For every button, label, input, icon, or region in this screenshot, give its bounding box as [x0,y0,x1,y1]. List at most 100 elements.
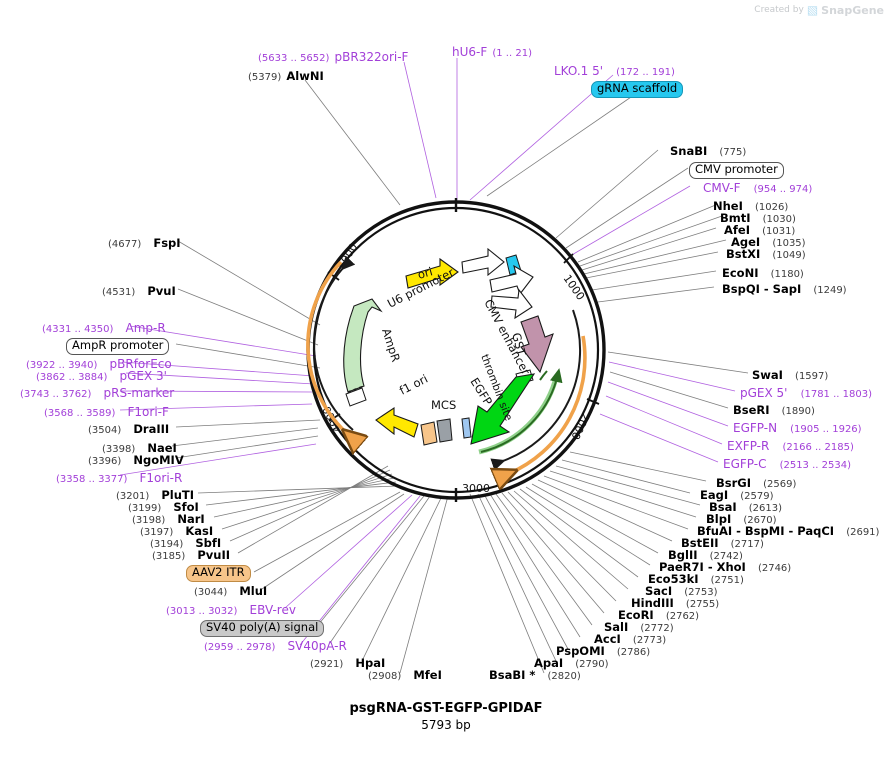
label-bsteii[interactable]: BstEII (2717) [681,534,764,550]
label-name: SnaBI [670,144,708,158]
label-bsai[interactable]: BsaI (2613) [709,498,782,514]
label-pos: (1049) [772,250,806,261]
label-snabi[interactable]: SnaBI (775) [670,142,746,158]
label-amp-r[interactable]: (4331 .. 4350) Amp-R [42,319,166,335]
label-f1ori-f[interactable]: (3568 .. 3589) F1ori-F [44,403,169,419]
label-mlui[interactable]: (3044) MluI [194,582,267,598]
feature-cmv-enhancer [489,264,534,320]
feature-ori [405,257,459,289]
label-fspi[interactable]: (4677) FspI [108,234,181,250]
label-pos: (775) [719,147,747,158]
label-naei[interactable]: (3398) NaeI [102,439,177,455]
label-name: SfoI [173,500,199,514]
label-blpi[interactable]: BlpI (2670) [706,510,777,526]
plasmid-length: 5793 bp [421,718,471,732]
label-ecori[interactable]: EcoRI (2762) [618,606,699,622]
label-kasi[interactable]: (3197) KasI [140,522,213,538]
ring-label-mcs: MCS [431,398,456,412]
feature-gst [520,315,554,374]
label-name: EXFP-R [727,439,770,453]
label-bsrgi[interactable]: BsrGI (2569) [716,474,796,490]
label-bstxi[interactable]: BstXI (1049) [726,245,806,261]
label-prs-marker[interactable]: (3743 .. 3762) pRS-marker [20,384,174,400]
label-bfuai-bspmi-paqci[interactable]: BfuAI - BspMI - PaqCI (2691) [697,522,879,538]
label-pspomi[interactable]: PspOMI (2786) [556,642,650,658]
label-pos: (1031) [762,226,796,237]
label-cmv-promoter[interactable]: CMV promoter [689,160,784,179]
label-mfei[interactable]: (2908) MfeI [368,666,442,682]
label-acci[interactable]: AccI (2773) [594,630,666,646]
feature-u6-promoter [461,247,505,277]
label-pgex-3prime[interactable]: (3862 .. 3884) pGEX 3' [36,367,167,383]
label-pos: (1030) [762,214,796,225]
label-hpai[interactable]: (2921) HpaI [310,654,385,670]
label-draiii[interactable]: (3504) DraIII [88,420,169,436]
label-eco53ki[interactable]: Eco53kI (2751) [648,570,744,586]
label-sfoi[interactable]: (3199) SfoI [128,498,199,514]
label-bspqi-sapi[interactable]: BspQI - SapI (1249) [722,280,847,296]
label-pvuii[interactable]: (3185) PvuII [152,546,230,562]
label-bglii[interactable]: BglII (2742) [668,546,743,562]
label-apai[interactable]: ApaI (2790) [534,654,609,670]
label-agei[interactable]: AgeI (1035) [731,233,806,249]
label-exfp-r[interactable]: EXFP-R (2166 .. 2185) [727,437,854,453]
label-econi[interactable]: EcoNI (1180) [722,264,804,280]
label-paer7i-xhoi[interactable]: PaeR7I - XhoI (2746) [659,558,791,574]
label-lko1-5prime[interactable]: LKO.1 5' (172 .. 191) [554,62,675,78]
label-saci[interactable]: SacI (2753) [645,582,718,598]
label-pos: (2762) [665,611,700,622]
label-pos: (1890) [781,406,815,417]
label-pluti[interactable]: (3201) PluTI [116,486,194,502]
label-aav2-itr[interactable]: AAV2 ITR [186,563,251,582]
label-eagi[interactable]: EagI (2579) [700,486,774,502]
label-name: Eco53kI [648,572,699,586]
label-bmti[interactable]: BmtI (1030) [720,209,796,225]
label-pvui[interactable]: (4531) PvuI [102,282,176,298]
label-name: pGEX 3' [119,369,167,383]
label-ampr-promoter[interactable]: AmpR promoter [66,336,170,355]
label-grna-scaffold[interactable]: gRNA scaffold [591,79,684,98]
label-name: EcoRI [618,608,654,622]
label-pos: (2691) [846,527,880,538]
label-bseri[interactable]: BseRI (1890) [733,401,815,417]
label-swai[interactable]: SwaI (1597) [752,366,828,382]
label-egfp-n[interactable]: EGFP-N (1905 .. 1926) [733,419,862,435]
label-bsabi[interactable]: BsaBI * (2820) [489,666,581,682]
label-ngomiv[interactable]: (3396) NgoMIV [88,451,184,467]
label-nhei[interactable]: NheI (1026) [713,197,788,213]
label-name: BlpI [706,512,732,526]
label-name: SacI [645,584,673,598]
label-sali[interactable]: SalI (2772) [604,618,674,634]
label-pbr322ori-f[interactable]: (5633 .. 5652) pBR322ori-F [258,48,408,64]
label-sv40pa-r[interactable]: (2959 .. 2978) SV40pA-R [204,637,347,653]
label-hindiii[interactable]: HindIII (2755) [631,594,719,610]
label-pos: (2786) [616,647,651,658]
label-ebv-rev[interactable]: (3013 .. 3032) EBV-rev [166,601,296,617]
label-f1ori-r[interactable]: (3358 .. 3377) F1ori-R [56,469,182,485]
label-pos: (3194) [150,539,184,550]
label-pos: (3185) [152,551,186,562]
label-name: MluI [239,584,268,598]
label-pos: (1597) [795,371,829,382]
badge-label: SV40 poly(A) signal [200,620,325,637]
label-pos: (3358 .. 3377) [56,474,128,485]
label-pbrforeco[interactable]: (3922 .. 3940) pBRforEco [26,355,172,371]
label-sbfi[interactable]: (3194) SbfI [150,534,221,550]
label-pgex-5prime[interactable]: pGEX 5' (1781 .. 1803) [740,384,872,400]
label-alwni[interactable]: (5379) AlwNI [248,67,324,83]
label-name: AfeI [724,223,750,237]
badge-label: AAV2 ITR [186,565,251,582]
label-pos: (3922 .. 3940) [26,360,98,371]
label-afei[interactable]: AfeI (1031) [724,221,795,237]
label-name: pGEX 5' [740,386,788,400]
label-pos: (2569) [763,479,797,490]
label-name: BsrGI [716,476,751,490]
label-egfp-c[interactable]: EGFP-C (2513 .. 2534) [723,455,851,471]
label-hu6-f[interactable]: hU6-F (1 .. 21) [452,43,532,59]
label-pos: (3862 .. 3884) [36,372,108,383]
label-nari[interactable]: (3198) NarI [132,510,205,526]
label-sv40-polya-signal[interactable]: SV40 poly(A) signal [200,618,325,637]
svg-text:3000: 3000 [462,482,490,495]
label-cmv-f[interactable]: CMV-F (954 .. 974) [703,179,812,195]
label-name: BspQI - SapI [722,282,802,296]
